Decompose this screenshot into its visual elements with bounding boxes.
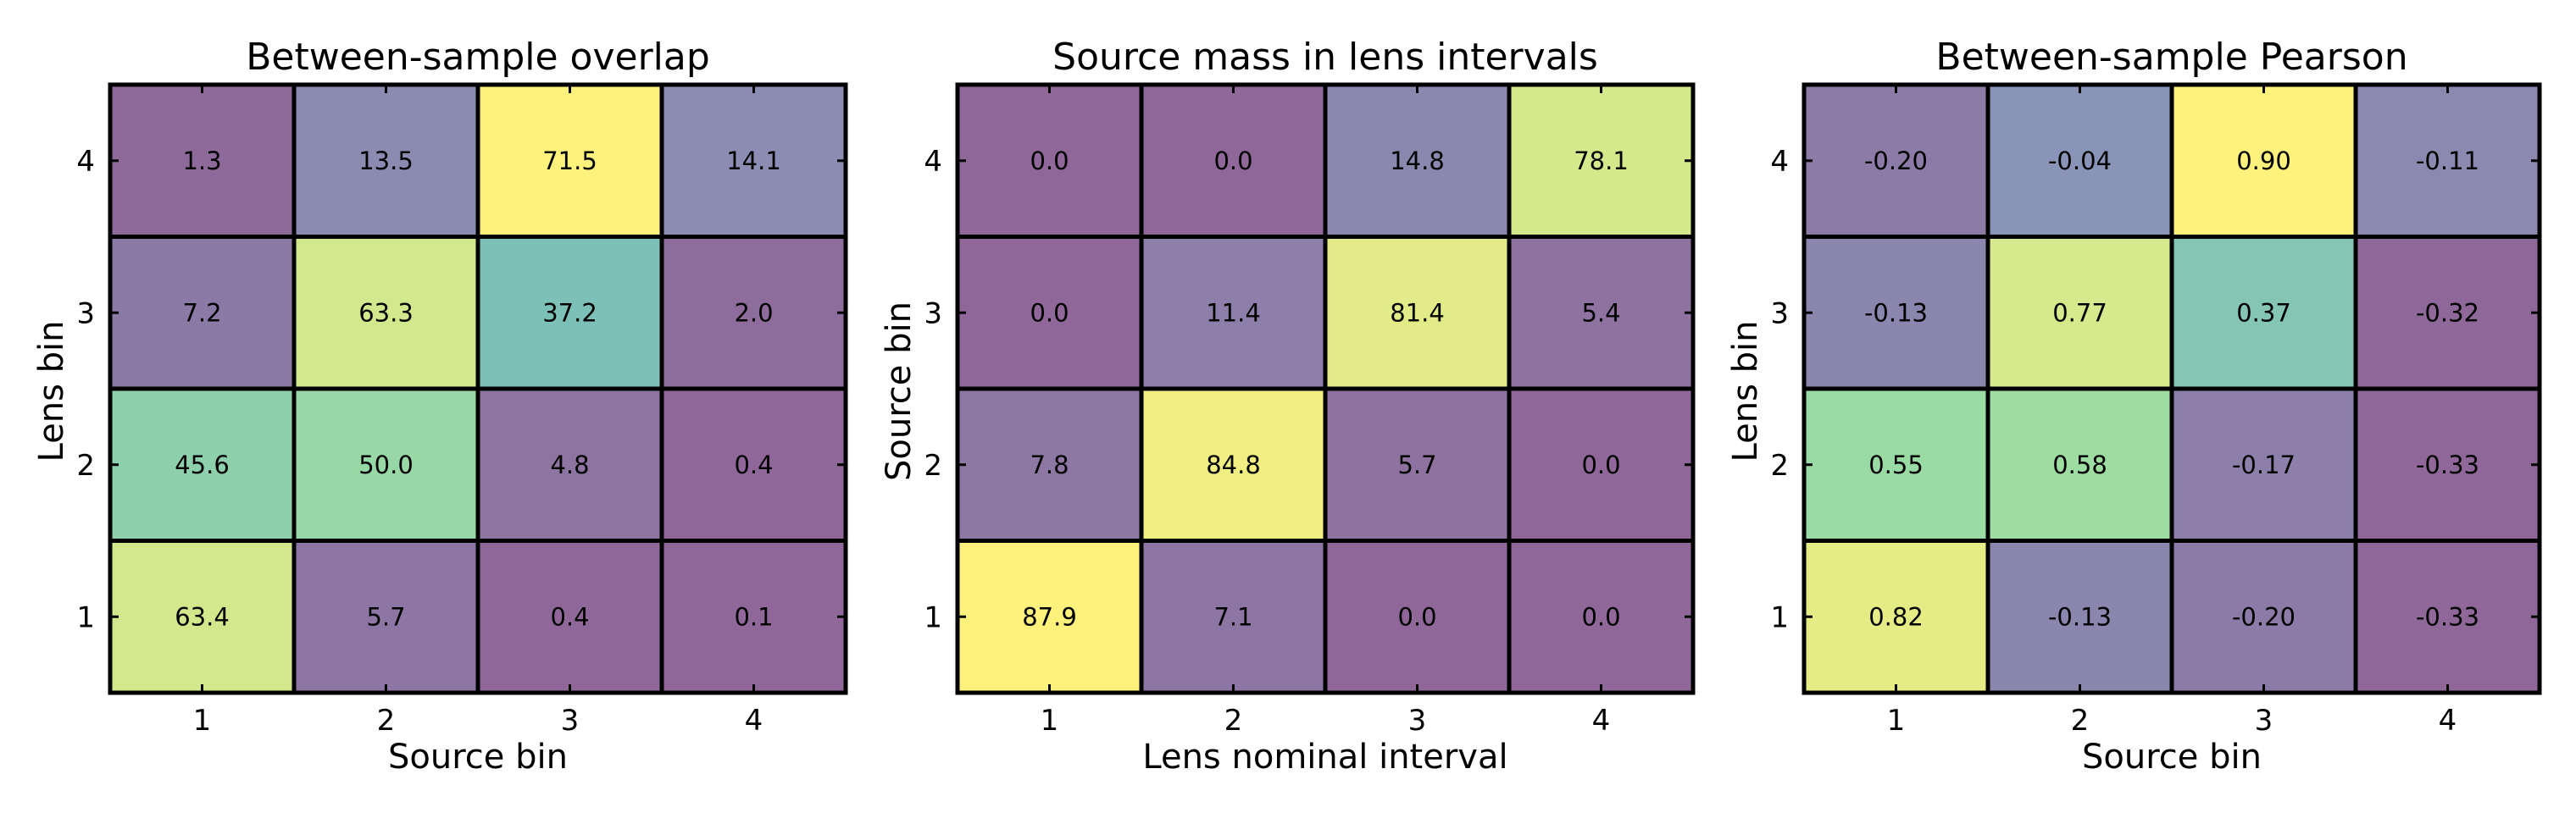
cell-value-label: 5.7 [366,602,405,631]
x-tick-label: 3 [2255,704,2273,738]
cell-value-label: 0.0 [1030,298,1069,327]
cell-value-label: 5.4 [1581,298,1620,327]
cell-value-label: 7.2 [182,298,221,327]
cell-value-label: 0.0 [1213,147,1252,175]
x-tick-label: 2 [1224,704,1243,738]
cell-value-label: 0.0 [1581,602,1620,631]
cell-value-label: 45.6 [175,451,230,479]
panel-source-mass-xlabel: Lens nominal interval [1142,738,1507,777]
x-tick-label: 4 [1592,704,1611,738]
cell-value-label: 14.8 [1390,147,1445,175]
y-tick-label: 2 [76,449,95,483]
cell-value-label: 63.4 [175,602,230,631]
panel-pearson-xlabel: Source bin [2082,738,2262,777]
cell-value-label: 50.0 [358,451,414,479]
x-tick-label: 2 [2071,704,2090,738]
panel-overlap-xlabel: Source bin [388,738,568,777]
cell-value-label: 81.4 [1390,298,1445,327]
panel-overlap: Between-sample overlap Source bin Lens b… [32,36,846,777]
panel-source-mass: Source mass in lens intervals Lens nomin… [880,36,1693,777]
cell-value-label: 0.90 [2236,147,2291,175]
panel-source-mass-title: Source mass in lens intervals [1052,36,1598,79]
x-tick-label: 4 [2439,704,2457,738]
x-tick-label: 3 [561,704,580,738]
cell-value-label: -0.32 [2416,298,2479,327]
cell-value-label: 13.5 [358,147,414,175]
x-tick-label: 1 [1887,704,1906,738]
panel-source-mass-cells: 0.0 0.0 14.8 78.1 0.0 11.4 81.4 5.4 7.8 84.8 5.7 0.… [958,85,1693,693]
cell-value-label: 78.1 [1574,147,1629,175]
panel-pearson: Between-sample Pearson Source bin Lens b… [1726,36,2540,777]
cell-value-label: 0.82 [1868,602,1924,631]
y-tick-label: 1 [924,600,942,634]
panel-overlap-title: Between-sample overlap [246,36,710,79]
y-tick-label: 2 [924,449,942,483]
cell-value-label: -0.17 [2232,451,2296,479]
cell-value-label: 87.9 [1022,602,1077,631]
heatmap-figure: Between-sample overlap Source bin Lens b… [0,0,2576,813]
cell-value-label: 0.77 [2052,298,2107,327]
panel-pearson-ylabel: Lens bin [1726,321,1765,462]
cell-value-label: 71.5 [542,147,597,175]
y-tick-label: 3 [76,296,95,330]
y-tick-label: 4 [76,145,95,179]
y-tick-label: 4 [1770,145,1789,179]
panel-overlap-cells: 1.3 13.5 71.5 14.1 7.2 63.3 37.2 2.0 45.6 50.0 4.8… [110,85,846,693]
panel-pearson-title: Between-sample Pearson [1935,36,2407,79]
cell-value-label: 0.0 [1581,451,1620,479]
cell-value-label: -0.13 [1864,298,1928,327]
x-tick-label: 4 [745,704,763,738]
cell-value-label: -0.11 [2416,147,2479,175]
panel-overlap-ylabel: Lens bin [32,321,71,462]
y-tick-label: 3 [924,296,942,330]
cell-value-label: 14.1 [726,147,781,175]
cell-value-label: 0.0 [1030,147,1069,175]
x-tick-label: 3 [1408,704,1427,738]
cell-value-label: 0.58 [2052,451,2107,479]
cell-value-label: 0.55 [1868,451,1924,479]
cell-value-label: -0.04 [2048,147,2112,175]
panel-pearson-cells: -0.20 -0.04 0.90 -0.11 -0.13 0.77 0.37 -0.32 0.5… [1804,85,2540,693]
cell-value-label: 7.8 [1030,451,1069,479]
cell-value-label: 37.2 [542,298,597,327]
cell-value-label: -0.33 [2416,451,2479,479]
cell-value-label: 7.1 [1213,602,1252,631]
cell-value-label: -0.33 [2416,602,2479,631]
cell-value-label: -0.13 [2048,602,2112,631]
cell-value-label: 4.8 [550,451,589,479]
x-tick-label: 2 [377,704,396,738]
cell-value-label: -0.20 [1864,147,1928,175]
y-tick-label: 4 [924,145,942,179]
cell-value-label: 11.4 [1206,298,1261,327]
y-tick-label: 3 [1770,296,1789,330]
cell-value-label: 1.3 [182,147,221,175]
x-tick-label: 1 [193,704,212,738]
y-tick-label: 2 [1770,449,1789,483]
x-tick-label: 1 [1041,704,1059,738]
y-tick-label: 1 [1770,600,1789,634]
cell-value-label: 63.3 [358,298,414,327]
cell-value-label: 0.4 [734,451,773,479]
cell-value-label: 2.0 [734,298,773,327]
cell-value-label: 0.4 [550,602,589,631]
cell-value-label: 0.1 [734,602,773,631]
cell-value-label: 84.8 [1206,451,1261,479]
cell-value-label: 5.7 [1397,451,1436,479]
cell-value-label: 0.37 [2236,298,2291,327]
panel-source-mass-ylabel: Source bin [880,301,919,481]
y-tick-label: 1 [76,600,95,634]
cell-value-label: -0.20 [2232,602,2296,631]
cell-value-label: 0.0 [1397,602,1436,631]
